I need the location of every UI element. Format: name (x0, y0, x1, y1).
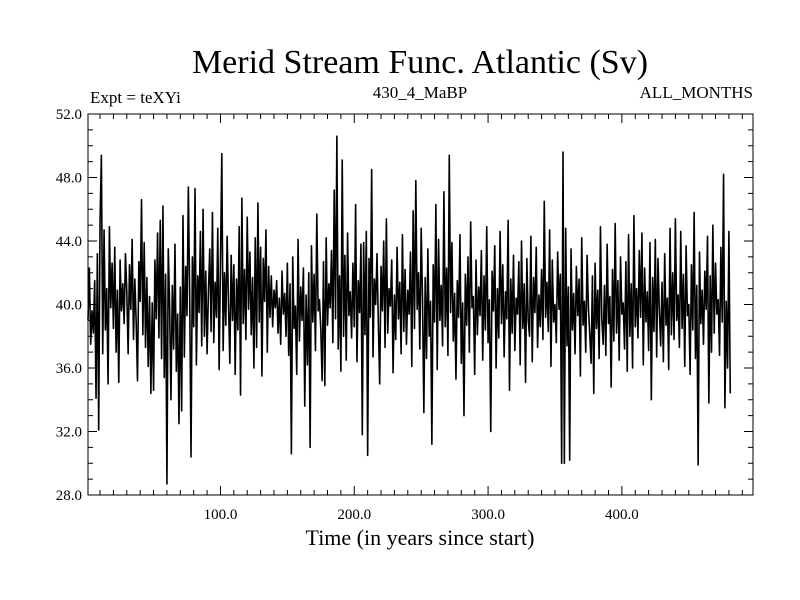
x-tick-label: 200.0 (337, 507, 371, 523)
y-tick-label: 32.0 (56, 425, 82, 441)
experiment-label: Expt = teXYi (90, 88, 181, 107)
x-axis-label: Time (in years since start) (306, 525, 535, 550)
y-tick-label: 52.0 (56, 107, 82, 123)
y-tick-label: 44.0 (56, 234, 82, 250)
series-line (87, 135, 732, 485)
y-axis: 28.0 32.0 36.0 40.0 44.0 48.0 52.0 (56, 107, 753, 504)
y-tick-label: 48.0 (56, 171, 82, 187)
run-label: 430_4_MaBP (373, 83, 467, 102)
x-tick-label: 300.0 (471, 507, 505, 523)
y-tick-label: 40.0 (56, 298, 82, 314)
x-tick-label: 100.0 (204, 507, 238, 523)
y-tick-label: 28.0 (56, 488, 82, 504)
months-label: ALL_MONTHS (640, 83, 753, 102)
x-tick-label: 400.0 (605, 507, 639, 523)
chart-title: Merid Stream Func. Atlantic (Sv) (192, 44, 648, 81)
y-tick-label: 36.0 (56, 361, 82, 377)
x-axis: 100.0 200.0 300.0 400.0 (99, 114, 743, 523)
